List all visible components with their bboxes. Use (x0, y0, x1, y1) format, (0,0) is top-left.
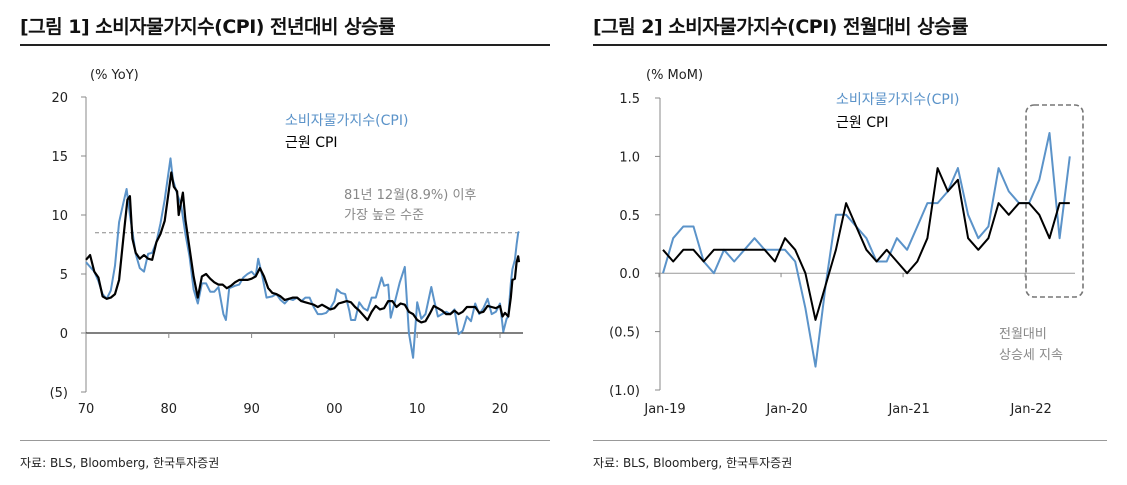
chart2-unit-label: (% MoM) (646, 68, 703, 83)
chart2-y-tick-label: 1.0 (619, 150, 640, 165)
chart2-annotation-line1: 전월대비 (999, 327, 1047, 342)
chart1-footer-rule (20, 440, 550, 441)
chart2-core-line (662, 167, 1070, 321)
chart1-x-tick-label: 20 (492, 402, 509, 417)
chart2-y-tick-label: (1.0) (609, 384, 640, 399)
chart2-cpi-line (662, 132, 1071, 368)
chart1-core-line (85, 171, 521, 324)
chart1-legend-core: 근원 CPI (285, 135, 338, 151)
chart2-highlight-box (1025, 104, 1084, 298)
chart2-footer-rule (593, 440, 1107, 441)
chart1-title-rule (20, 44, 550, 46)
chart1-y-tick-label: 0 (60, 327, 68, 342)
chart2-y-tick-label: 1.5 (619, 92, 640, 107)
chart1-cpi-line (85, 157, 520, 359)
chart2-y-tick-label: (0.5) (609, 326, 640, 341)
chart1-legend-cpi: 소비자물가지수(CPI) (285, 113, 408, 129)
chart1-unit-label: (% YoY) (90, 68, 139, 83)
chart1-source: 자료: BLS, Bloomberg, 한국투자증권 (20, 456, 220, 470)
chart2-legend-core: 근원 CPI (836, 115, 889, 131)
chart1-y-tick-label: 15 (51, 150, 68, 165)
chart1-annotation-line1: 81년 12월(8.9%) 이후 (344, 188, 476, 203)
chart2-y-tick-label: 0.0 (619, 267, 640, 282)
chart1-x-tick-label: 00 (326, 402, 343, 417)
chart1-y-tick-label: 20 (51, 91, 68, 106)
chart1-y-tick-label: (5) (50, 386, 68, 401)
chart2-source: 자료: BLS, Bloomberg, 한국투자증권 (593, 456, 793, 470)
chart2-legend-cpi: 소비자물가지수(CPI) (836, 92, 959, 108)
chart2-title-rule (593, 44, 1107, 46)
chart1-y-tick-label: 5 (60, 268, 68, 283)
chart1-x-tick-label: 80 (161, 402, 178, 417)
chart1-title: [그림 1] 소비자물가지수(CPI) 전년대비 상승률 (20, 16, 396, 38)
chart2-y-tick-label: 0.5 (619, 209, 640, 224)
chart2-title: [그림 2] 소비자물가지수(CPI) 전월대비 상승률 (593, 16, 969, 38)
chart1-annotation-line2: 가장 높은 수준 (344, 208, 424, 223)
chart2-x-tick-label: Jan-21 (887, 402, 929, 417)
chart1-x-tick-label: 70 (78, 402, 95, 417)
chart1-y-tick-label: 10 (51, 209, 68, 224)
chart2-annotation-line2: 상승세 지속 (999, 348, 1063, 363)
chart2-x-tick-label: Jan-20 (765, 402, 807, 417)
chart2-x-tick-label: Jan-22 (1009, 402, 1051, 417)
chart1-x-tick-label: 10 (409, 402, 426, 417)
chart1-x-tick-label: 90 (243, 402, 260, 417)
chart2-x-tick-label: Jan-19 (643, 402, 685, 417)
